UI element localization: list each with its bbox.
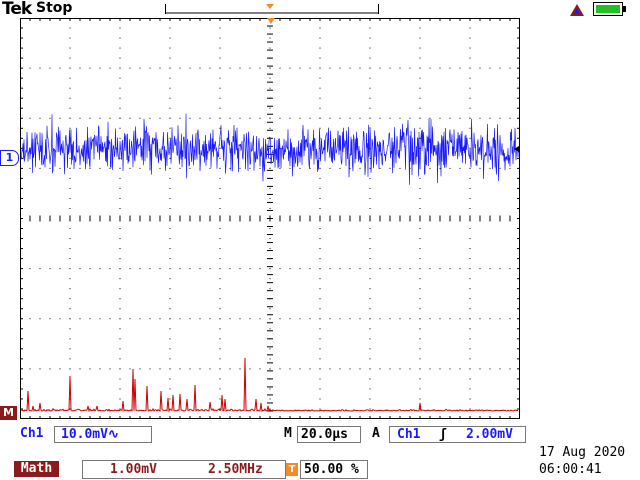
- trigger-warning-icon: [570, 4, 584, 16]
- trigger-box: [389, 426, 526, 443]
- math-scale: 1.00mV: [110, 462, 157, 477]
- brand-logo: Tek: [2, 0, 32, 19]
- trigger-position-icon: T: [286, 463, 298, 476]
- math-frequency: 2.50MHz: [208, 462, 263, 477]
- math-label: Math: [14, 461, 59, 477]
- battery-icon: [593, 2, 626, 16]
- trigger-slope-icon: ʃ: [439, 427, 447, 442]
- record-length-indicator: [165, 4, 379, 14]
- trigger-source: Ch1: [397, 427, 421, 442]
- trigger-level: 2.00mV: [466, 427, 513, 442]
- timebase-label: M: [284, 426, 292, 441]
- acquisition-status: Stop: [36, 0, 73, 16]
- ch1-label: Ch1: [20, 426, 44, 441]
- trigger-mode: A: [372, 426, 380, 441]
- trigger-position: 50.00 %: [304, 462, 359, 477]
- ch1-scale-box: [54, 426, 152, 443]
- trigger-position-box: [300, 460, 368, 479]
- math-settings-box: [82, 460, 286, 479]
- math-fft-waveform: [20, 357, 518, 413]
- ch1-waveform: [20, 113, 519, 185]
- timebase: 20.0µs: [301, 427, 348, 442]
- trigger-position-marker: [267, 18, 275, 24]
- ch1-scale: 10.0mV∿: [61, 427, 119, 442]
- time: 06:00:41: [539, 462, 602, 477]
- ch1-ground-marker: 1: [0, 150, 19, 166]
- math-ground-marker: M: [0, 406, 17, 420]
- timebase-box: [297, 426, 361, 443]
- trigger-level-marker: [514, 146, 519, 152]
- waveform-display: [20, 18, 519, 413]
- date: 17 Aug 2020: [539, 445, 626, 460]
